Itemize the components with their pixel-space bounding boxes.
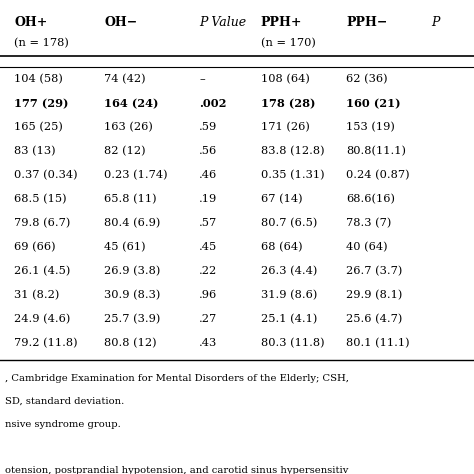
Text: , Cambridge Examination for Mental Disorders of the Elderly; CSH,: , Cambridge Examination for Mental Disor… <box>5 374 349 383</box>
Text: 68.6(16): 68.6(16) <box>346 194 395 204</box>
Text: 153 (19): 153 (19) <box>346 122 395 132</box>
Text: 178 (28): 178 (28) <box>261 98 315 109</box>
Text: .96: .96 <box>199 290 218 300</box>
Text: .45: .45 <box>199 242 218 252</box>
Text: .59: .59 <box>199 122 218 132</box>
Text: 26.9 (3.8): 26.9 (3.8) <box>104 266 161 276</box>
Text: otension, postprandial hypotension, and carotid sinus hypersensitiv: otension, postprandial hypotension, and … <box>5 466 348 474</box>
Text: 68 (64): 68 (64) <box>261 242 302 252</box>
Text: 0.24 (0.87): 0.24 (0.87) <box>346 170 410 180</box>
Text: 160 (21): 160 (21) <box>346 98 401 109</box>
Text: 31.9 (8.6): 31.9 (8.6) <box>261 290 317 300</box>
Text: (n = 178): (n = 178) <box>14 38 69 48</box>
Text: 108 (64): 108 (64) <box>261 74 310 84</box>
Text: .57: .57 <box>199 218 218 228</box>
Text: 0.23 (1.74): 0.23 (1.74) <box>104 170 168 180</box>
Text: .46: .46 <box>199 170 218 180</box>
Text: 74 (42): 74 (42) <box>104 74 146 84</box>
Text: 25.7 (3.9): 25.7 (3.9) <box>104 314 161 324</box>
Text: 82 (12): 82 (12) <box>104 146 146 156</box>
Text: PPH+: PPH+ <box>261 16 302 29</box>
Text: .56: .56 <box>199 146 218 156</box>
Text: 80.1 (11.1): 80.1 (11.1) <box>346 338 410 348</box>
Text: PPH−: PPH− <box>346 16 387 29</box>
Text: 80.3 (11.8): 80.3 (11.8) <box>261 338 324 348</box>
Text: 80.4 (6.9): 80.4 (6.9) <box>104 218 161 228</box>
Text: SD, standard deviation.: SD, standard deviation. <box>5 397 124 406</box>
Text: 80.7 (6.5): 80.7 (6.5) <box>261 218 317 228</box>
Text: 40 (64): 40 (64) <box>346 242 388 252</box>
Text: 65.8 (11): 65.8 (11) <box>104 194 157 204</box>
Text: .22: .22 <box>199 266 218 276</box>
Text: 25.1 (4.1): 25.1 (4.1) <box>261 314 317 324</box>
Text: 163 (26): 163 (26) <box>104 122 153 132</box>
Text: –: – <box>199 74 205 84</box>
Text: 104 (58): 104 (58) <box>14 74 63 84</box>
Text: 0.37 (0.34): 0.37 (0.34) <box>14 170 78 180</box>
Text: 0.35 (1.31): 0.35 (1.31) <box>261 170 324 180</box>
Text: 31 (8.2): 31 (8.2) <box>14 290 60 300</box>
Text: .002: .002 <box>199 98 227 109</box>
Text: 171 (26): 171 (26) <box>261 122 310 132</box>
Text: P Value: P Value <box>199 16 246 29</box>
Text: nsive syndrome group.: nsive syndrome group. <box>5 419 120 428</box>
Text: P: P <box>431 16 440 29</box>
Text: 83 (13): 83 (13) <box>14 146 56 156</box>
Text: 83.8 (12.8): 83.8 (12.8) <box>261 146 324 156</box>
Text: 26.1 (4.5): 26.1 (4.5) <box>14 266 71 276</box>
Text: OH+: OH+ <box>14 16 47 29</box>
Text: .19: .19 <box>199 194 218 204</box>
Text: 78.3 (7): 78.3 (7) <box>346 218 392 228</box>
Text: 79.2 (11.8): 79.2 (11.8) <box>14 338 78 348</box>
Text: 80.8 (12): 80.8 (12) <box>104 338 157 348</box>
Text: 68.5 (15): 68.5 (15) <box>14 194 67 204</box>
Text: 62 (36): 62 (36) <box>346 74 388 84</box>
Text: 67 (14): 67 (14) <box>261 194 302 204</box>
Text: .27: .27 <box>199 314 218 324</box>
Text: 24.9 (4.6): 24.9 (4.6) <box>14 314 71 324</box>
Text: 164 (24): 164 (24) <box>104 98 159 109</box>
Text: 165 (25): 165 (25) <box>14 122 63 132</box>
Text: (n = 170): (n = 170) <box>261 38 316 48</box>
Text: OH−: OH− <box>104 16 137 29</box>
Text: 80.8(11.1): 80.8(11.1) <box>346 146 406 156</box>
Text: 26.3 (4.4): 26.3 (4.4) <box>261 266 317 276</box>
Text: 177 (29): 177 (29) <box>14 98 69 109</box>
Text: 45 (61): 45 (61) <box>104 242 146 252</box>
Text: 29.9 (8.1): 29.9 (8.1) <box>346 290 402 300</box>
Text: 25.6 (4.7): 25.6 (4.7) <box>346 314 402 324</box>
Text: 69 (66): 69 (66) <box>14 242 56 252</box>
Text: 79.8 (6.7): 79.8 (6.7) <box>14 218 71 228</box>
Text: .43: .43 <box>199 338 218 348</box>
Text: 30.9 (8.3): 30.9 (8.3) <box>104 290 161 300</box>
Text: 26.7 (3.7): 26.7 (3.7) <box>346 266 402 276</box>
